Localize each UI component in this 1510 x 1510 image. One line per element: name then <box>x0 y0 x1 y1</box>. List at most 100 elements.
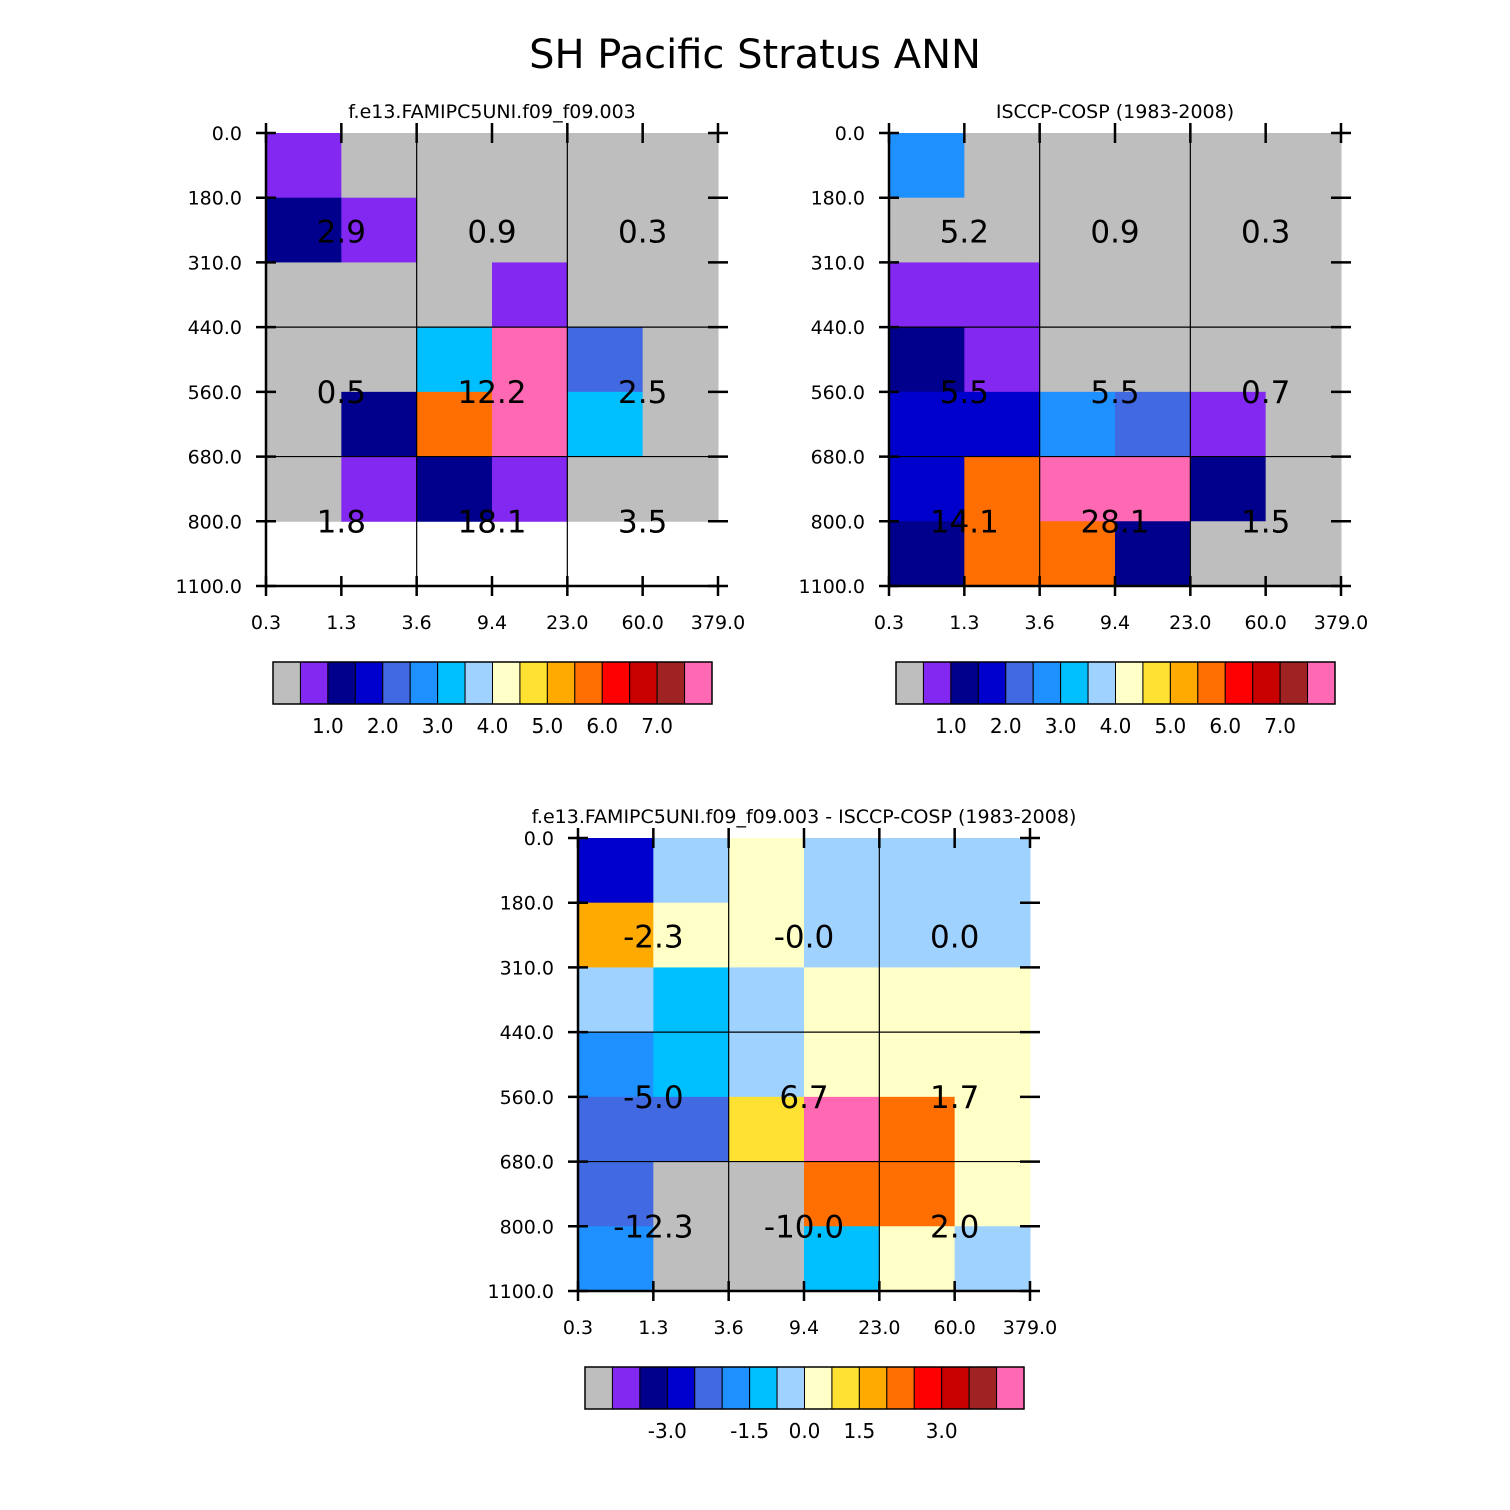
colorbar-swatch <box>629 661 658 705</box>
heatmap-cell <box>1115 197 1191 263</box>
heatmap-cell <box>964 262 1041 328</box>
heatmap-cell <box>341 262 418 328</box>
colorbar-swatch <box>666 1366 696 1410</box>
block-value-annotation: -12.3 <box>613 1209 693 1245</box>
colorbar-swatch <box>858 1366 888 1410</box>
heatmap-cell <box>954 1032 1031 1098</box>
colorbar-swatch <box>721 1366 751 1410</box>
heatmap-cell <box>642 327 719 393</box>
heatmap-cell <box>954 1096 1031 1163</box>
block-value-annotation: 0.3 <box>1241 214 1290 250</box>
colorbar-label: 7.0 <box>1264 714 1296 738</box>
heatmap-cell <box>728 1096 805 1163</box>
colorbar-swatch <box>1142 661 1171 705</box>
x-tick-label: 3.6 <box>1025 612 1055 634</box>
heatmap-cell <box>954 838 1031 904</box>
colorbar-swatch <box>639 1366 668 1410</box>
colorbar-swatch <box>584 1366 613 1410</box>
colorbar-swatch <box>1169 661 1199 705</box>
y-tick-label: 1100.0 <box>799 576 865 598</box>
colorbar-swatch <box>1252 661 1281 705</box>
y-tick-label: 560.0 <box>811 382 865 404</box>
heatmap-cell <box>889 133 965 199</box>
block-value-annotation: 6.7 <box>779 1080 828 1116</box>
x-tick-label: 379.0 <box>691 612 745 634</box>
x-tick-label: 379.0 <box>1003 1317 1057 1339</box>
block-value-annotation: 3.5 <box>618 504 667 540</box>
heatmap-cell <box>889 456 965 522</box>
colorbar-swatch <box>831 1366 860 1410</box>
colorbar-swatch <box>601 661 631 705</box>
colorbar-swatch <box>327 661 356 705</box>
block-value-annotation: -2.3 <box>623 919 684 955</box>
block-value-annotation: -0.0 <box>774 919 835 955</box>
heatmap-cell <box>653 1096 730 1163</box>
block-value-annotation: 14.1 <box>930 504 999 540</box>
heatmap-cell <box>1115 456 1191 522</box>
heatmap-cell <box>567 262 644 328</box>
x-tick-label: 0.3 <box>874 612 904 634</box>
x-tick-label: 1.3 <box>326 612 356 634</box>
heatmap-cell <box>1115 327 1191 393</box>
y-tick-label: 440.0 <box>500 1022 554 1044</box>
colorbar-label: 1.5 <box>843 1419 875 1443</box>
y-tick-label: 680.0 <box>500 1152 554 1174</box>
heatmap-cell <box>1039 521 1116 587</box>
x-tick-label: 9.4 <box>1100 612 1130 634</box>
block-value-annotation: 5.2 <box>940 214 989 250</box>
block-value-annotation: 2.5 <box>618 375 667 411</box>
heatmap-cell <box>728 1161 805 1227</box>
panel-difference: f.e13.FAMIPC5UNI.f09_f09.003 - ISCCP-COS… <box>488 806 1077 1443</box>
block-value-annotation: 1.8 <box>317 504 366 540</box>
heatmap-cell <box>341 133 418 199</box>
heatmap-cell <box>578 1161 654 1227</box>
heatmap-cell <box>266 197 342 263</box>
y-tick-label: 0.0 <box>835 123 865 145</box>
x-tick-label: 3.6 <box>402 612 432 634</box>
colorbar-swatch <box>941 1366 970 1410</box>
heatmap-cell <box>266 391 342 458</box>
heatmap-cell <box>266 133 342 199</box>
heatmap-cell <box>642 197 719 263</box>
heatmap-cell <box>642 133 719 199</box>
y-tick-label: 310.0 <box>500 957 554 979</box>
x-tick-label: 60.0 <box>934 1317 976 1339</box>
block-value-annotation: 2.0 <box>930 1209 979 1245</box>
heatmap-cell <box>1265 327 1342 393</box>
heatmap-cell <box>889 521 965 587</box>
heatmap-cell <box>578 902 654 968</box>
heatmap-cell <box>804 902 880 968</box>
colorbar-swatch <box>804 1366 833 1410</box>
y-tick-label: 0.0 <box>524 828 554 850</box>
heatmap-cell <box>567 391 644 458</box>
y-tick-label: 180.0 <box>500 893 554 915</box>
colorbar-swatch <box>886 1366 915 1410</box>
y-tick-label: 800.0 <box>188 511 242 533</box>
y-tick-label: 800.0 <box>500 1216 554 1238</box>
heatmap-cell <box>964 327 1041 393</box>
heatmap-cell <box>1115 262 1191 328</box>
heatmap-cell <box>954 902 1031 968</box>
heatmap-cell <box>653 838 730 904</box>
colorbar-label: 1.0 <box>312 714 344 738</box>
colorbar-swatch <box>611 1366 641 1410</box>
heatmap-cell <box>492 327 568 393</box>
heatmap-cell <box>879 967 956 1033</box>
heatmap-cell <box>1190 133 1267 199</box>
colorbar-swatch <box>656 661 686 705</box>
heatmap-cell <box>1039 197 1116 263</box>
colorbar-swatch <box>977 661 1007 705</box>
heatmap-cell <box>1265 262 1342 328</box>
x-tick-label: 60.0 <box>622 612 664 634</box>
heatmap-cell <box>728 1226 805 1292</box>
heatmap-cell <box>492 391 568 458</box>
heatmap-cell <box>492 197 568 263</box>
block-value-annotation: 5.5 <box>1090 375 1139 411</box>
heatmap-cell <box>804 967 880 1033</box>
heatmap-cell <box>1115 133 1191 199</box>
y-tick-label: 0.0 <box>212 123 242 145</box>
heatmap-cell <box>1190 262 1267 328</box>
heatmap-cell <box>964 197 1041 263</box>
y-tick-label: 440.0 <box>188 317 242 339</box>
colorbar-label: 2.0 <box>990 714 1022 738</box>
